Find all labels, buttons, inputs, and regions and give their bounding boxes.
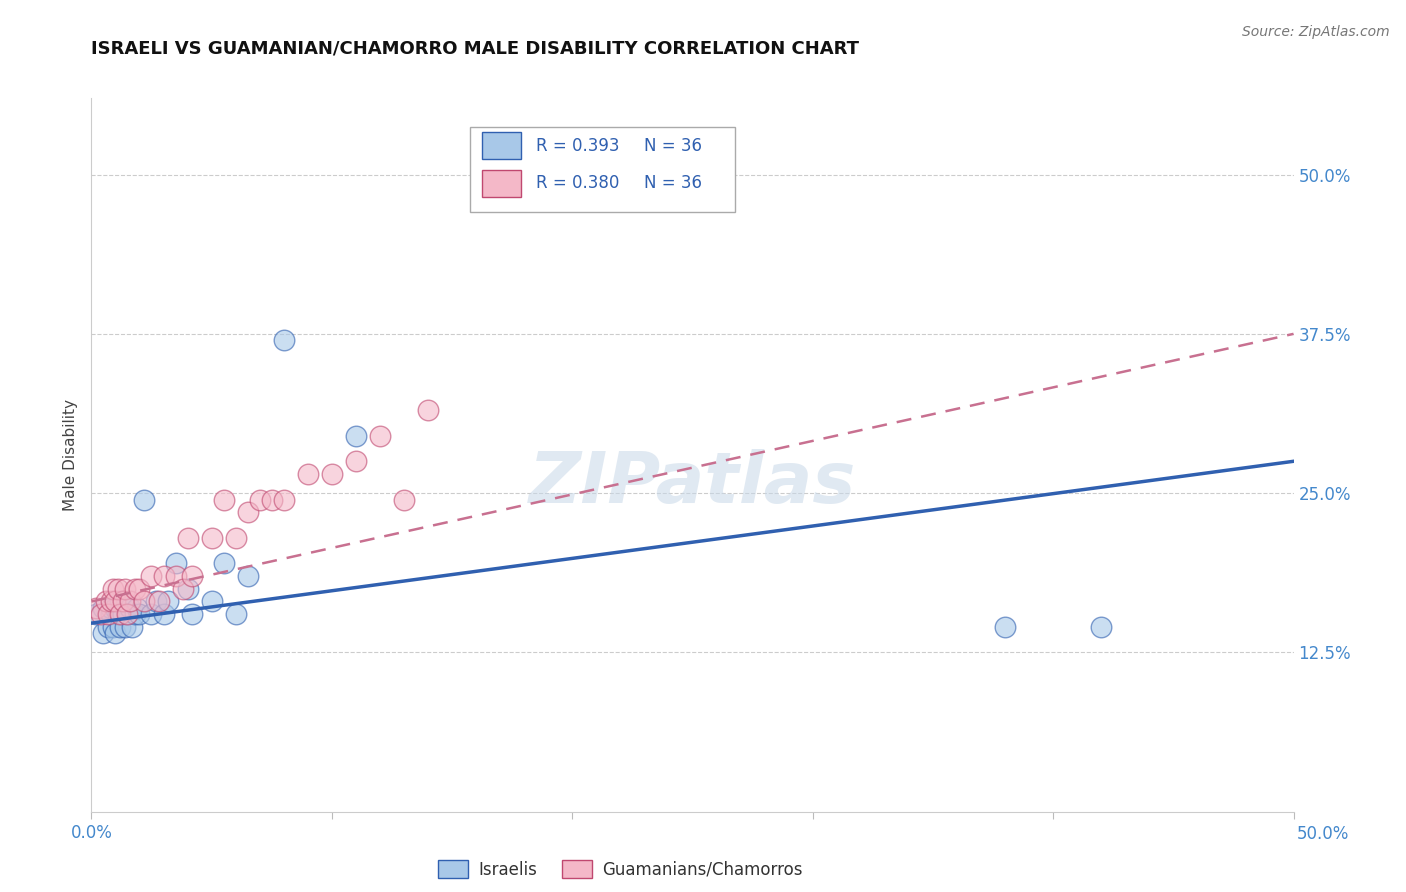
Point [111, 594, 134, 608]
Point [152, 569, 174, 583]
Text: 50.0%: 50.0% [1296, 825, 1348, 843]
Point [104, 626, 127, 640]
Point [297, 467, 319, 481]
Point [165, 556, 187, 570]
FancyBboxPatch shape [482, 169, 520, 197]
Point [176, 582, 198, 596]
Point [141, 569, 163, 583]
Point [101, 582, 124, 596]
Point [110, 594, 132, 608]
Point [145, 594, 167, 608]
Point [273, 492, 295, 507]
Point [118, 594, 141, 608]
Point [260, 492, 283, 507]
Point [416, 403, 439, 417]
Point [212, 492, 235, 507]
Point [97, 607, 120, 622]
Text: N = 36: N = 36 [644, 174, 703, 193]
Point [107, 607, 129, 622]
Point [321, 467, 343, 481]
Point [201, 594, 224, 608]
Point [148, 594, 170, 608]
Point [93, 626, 115, 640]
Point [344, 429, 367, 443]
Point [994, 620, 1017, 634]
Point [172, 582, 194, 596]
Point [236, 505, 259, 519]
Point [104, 594, 127, 608]
Point [117, 607, 139, 622]
Point [368, 429, 391, 443]
Point [100, 607, 122, 622]
Point [84, 600, 107, 615]
Y-axis label: Male Disability: Male Disability [63, 399, 79, 511]
Point [84, 607, 107, 622]
Point [111, 607, 134, 622]
FancyBboxPatch shape [482, 132, 520, 159]
Point [124, 582, 146, 596]
Point [134, 492, 156, 507]
Point [110, 620, 132, 634]
Point [152, 607, 174, 622]
Point [134, 594, 156, 608]
Point [124, 607, 146, 622]
Point [93, 600, 115, 615]
Text: ISRAELI VS GUAMANIAN/CHAMORRO MALE DISABILITY CORRELATION CHART: ISRAELI VS GUAMANIAN/CHAMORRO MALE DISAB… [91, 40, 859, 58]
Point [1090, 620, 1112, 634]
Point [225, 531, 247, 545]
Point [128, 607, 150, 622]
Point [114, 582, 136, 596]
Point [273, 333, 295, 347]
Point [118, 600, 141, 615]
Point [225, 607, 247, 622]
FancyBboxPatch shape [470, 127, 734, 212]
Point [104, 600, 127, 615]
Point [97, 620, 120, 634]
Text: Source: ZipAtlas.com: Source: ZipAtlas.com [1241, 25, 1389, 39]
Point [110, 607, 132, 622]
Point [100, 594, 122, 608]
Text: N = 36: N = 36 [644, 136, 703, 154]
Point [141, 607, 163, 622]
Point [176, 531, 198, 545]
Point [181, 607, 204, 622]
Point [100, 600, 122, 615]
Text: R = 0.380: R = 0.380 [536, 174, 620, 193]
Point [121, 620, 143, 634]
Point [392, 492, 415, 507]
Point [114, 620, 136, 634]
Point [165, 569, 187, 583]
Point [90, 607, 112, 622]
Point [107, 582, 129, 596]
Point [128, 582, 150, 596]
Legend: Israelis, Guamanians/Chamorros: Israelis, Guamanians/Chamorros [432, 854, 810, 886]
Point [117, 607, 139, 622]
Point [157, 594, 180, 608]
Point [236, 569, 259, 583]
Point [249, 492, 271, 507]
Text: ZIPatlas: ZIPatlas [529, 449, 856, 518]
Point [101, 620, 124, 634]
Point [125, 600, 148, 615]
Point [181, 569, 204, 583]
Point [94, 594, 117, 608]
Point [201, 531, 224, 545]
Point [212, 556, 235, 570]
Text: R = 0.393: R = 0.393 [536, 136, 620, 154]
Point [344, 454, 367, 468]
